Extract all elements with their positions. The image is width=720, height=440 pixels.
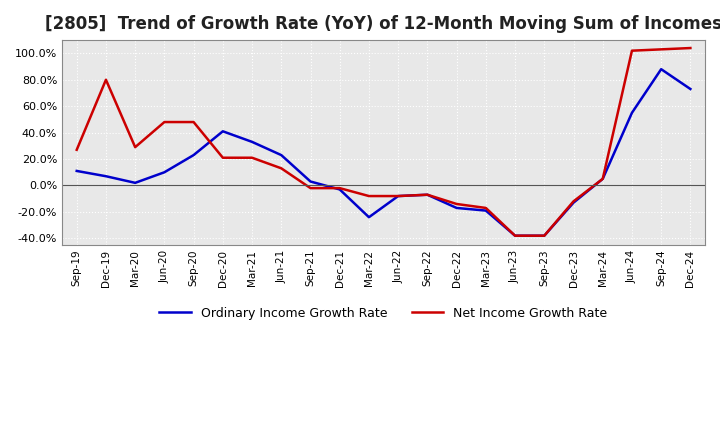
Net Income Growth Rate	[248, 155, 256, 160]
Net Income Growth Rate	[510, 233, 519, 238]
Net Income Growth Rate	[102, 77, 110, 82]
Net Income Growth Rate	[131, 144, 140, 150]
Ordinary Income Growth Rate	[364, 215, 373, 220]
Line: Ordinary Income Growth Rate: Ordinary Income Growth Rate	[77, 69, 690, 236]
Ordinary Income Growth Rate	[423, 192, 432, 198]
Net Income Growth Rate	[160, 119, 168, 125]
Net Income Growth Rate	[73, 147, 81, 152]
Net Income Growth Rate	[452, 202, 461, 207]
Net Income Growth Rate	[570, 199, 578, 204]
Ordinary Income Growth Rate	[160, 170, 168, 175]
Title: [2805]  Trend of Growth Rate (YoY) of 12-Month Moving Sum of Incomes: [2805] Trend of Growth Rate (YoY) of 12-…	[45, 15, 720, 33]
Net Income Growth Rate	[423, 192, 432, 198]
Ordinary Income Growth Rate	[686, 86, 695, 92]
Ordinary Income Growth Rate	[218, 128, 227, 134]
Ordinary Income Growth Rate	[277, 152, 286, 158]
Line: Net Income Growth Rate: Net Income Growth Rate	[77, 48, 690, 236]
Net Income Growth Rate	[482, 205, 490, 211]
Net Income Growth Rate	[598, 176, 607, 182]
Net Income Growth Rate	[364, 194, 373, 199]
Ordinary Income Growth Rate	[248, 139, 256, 144]
Net Income Growth Rate	[394, 194, 402, 199]
Ordinary Income Growth Rate	[598, 176, 607, 182]
Net Income Growth Rate	[336, 186, 344, 191]
Ordinary Income Growth Rate	[102, 174, 110, 179]
Ordinary Income Growth Rate	[540, 233, 549, 238]
Ordinary Income Growth Rate	[73, 169, 81, 174]
Ordinary Income Growth Rate	[657, 66, 665, 72]
Ordinary Income Growth Rate	[482, 208, 490, 213]
Ordinary Income Growth Rate	[306, 179, 315, 184]
Ordinary Income Growth Rate	[336, 187, 344, 192]
Ordinary Income Growth Rate	[570, 200, 578, 205]
Ordinary Income Growth Rate	[394, 194, 402, 199]
Net Income Growth Rate	[277, 166, 286, 171]
Net Income Growth Rate	[306, 186, 315, 191]
Legend: Ordinary Income Growth Rate, Net Income Growth Rate: Ordinary Income Growth Rate, Net Income …	[155, 302, 613, 325]
Ordinary Income Growth Rate	[131, 180, 140, 186]
Net Income Growth Rate	[657, 47, 665, 52]
Ordinary Income Growth Rate	[510, 233, 519, 238]
Net Income Growth Rate	[540, 233, 549, 238]
Ordinary Income Growth Rate	[189, 152, 198, 158]
Net Income Growth Rate	[189, 119, 198, 125]
Net Income Growth Rate	[686, 45, 695, 51]
Net Income Growth Rate	[628, 48, 636, 53]
Net Income Growth Rate	[218, 155, 227, 160]
Ordinary Income Growth Rate	[452, 205, 461, 211]
Ordinary Income Growth Rate	[628, 110, 636, 115]
